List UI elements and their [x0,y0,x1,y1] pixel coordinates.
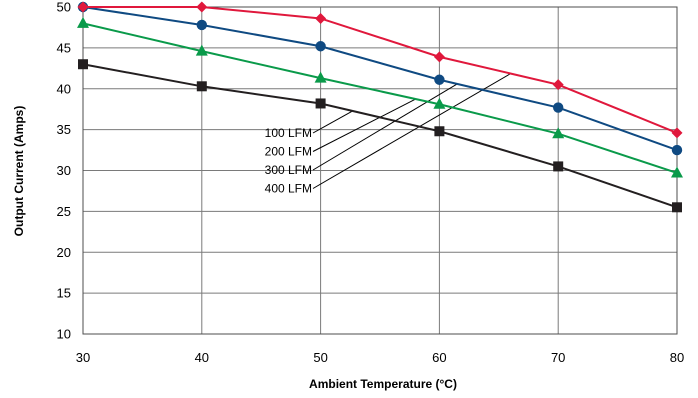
series-200-lfm [77,16,683,178]
data-point-diamond [433,51,445,63]
y-axis-title: Output Current (Amps) [12,106,26,237]
series-callouts: 100 LFM 200 LFM 300 LFM 400 LFM [265,73,511,196]
series-line [82,63,678,209]
data-point-square [672,202,682,213]
y-tick-label: 25 [57,204,71,219]
data-point-triangle [77,16,89,28]
x-tick-label: 50 [313,350,327,365]
y-tick-label: 40 [57,81,71,96]
data-point-square [78,59,88,70]
data-point-circle [196,19,207,31]
y-tick-label: 10 [57,327,71,342]
data-point-triangle [195,44,208,56]
x-tick-label: 60 [432,350,446,365]
data-point-circle [553,102,564,113]
x-axis-title: Ambient Temperature (°C) [309,377,457,391]
data-point-diamond [196,1,208,13]
series-300-lfm [77,1,683,156]
data-point-triangle [552,127,565,139]
callout-label: 100 LFM [265,126,312,140]
series-line [82,6,678,152]
x-tick-label: 30 [76,350,90,365]
y-tick-label: 50 [57,0,71,15]
data-point-square [434,126,445,137]
x-tick-labels: 30 40 50 60 70 80 [76,350,684,365]
data-point-circle [315,41,326,52]
callout-label: 400 LFM [265,182,312,196]
series-line [82,22,678,174]
data-point-square [196,81,207,92]
callout-leader-line [312,83,458,171]
callout-label: 200 LFM [265,145,312,159]
callout-leader-line [312,73,511,189]
data-point-circle [434,74,445,85]
data-point-square [315,98,326,109]
grid-lines [82,6,678,335]
series-100-lfm [78,59,682,213]
data-point-triangle [433,97,446,109]
y-tick-label: 35 [57,122,71,137]
series-line [83,6,678,134]
series-400-lfm [77,1,683,139]
data-point-diamond [315,12,327,24]
callout-leader-line [312,110,353,134]
data-point-diamond [552,79,564,91]
data-point-square [553,161,564,172]
y-tick-label: 30 [57,163,71,178]
x-tick-label: 80 [670,350,684,365]
x-tick-label: 70 [551,350,565,365]
data-point-triangle [671,166,683,178]
y-tick-labels: 10 15 20 25 30 35 40 45 50 [57,0,71,342]
callout-label: 300 LFM [265,163,312,177]
data-point-triangle [314,71,327,83]
y-tick-label: 45 [57,40,71,55]
y-tick-label: 15 [57,286,71,301]
x-tick-label: 40 [195,350,209,365]
data-point-diamond [77,1,89,13]
y-tick-label: 20 [57,245,71,260]
series-group [77,1,683,213]
data-point-circle [671,144,683,156]
data-point-diamond [671,127,683,139]
callout-leader-line [312,98,416,152]
